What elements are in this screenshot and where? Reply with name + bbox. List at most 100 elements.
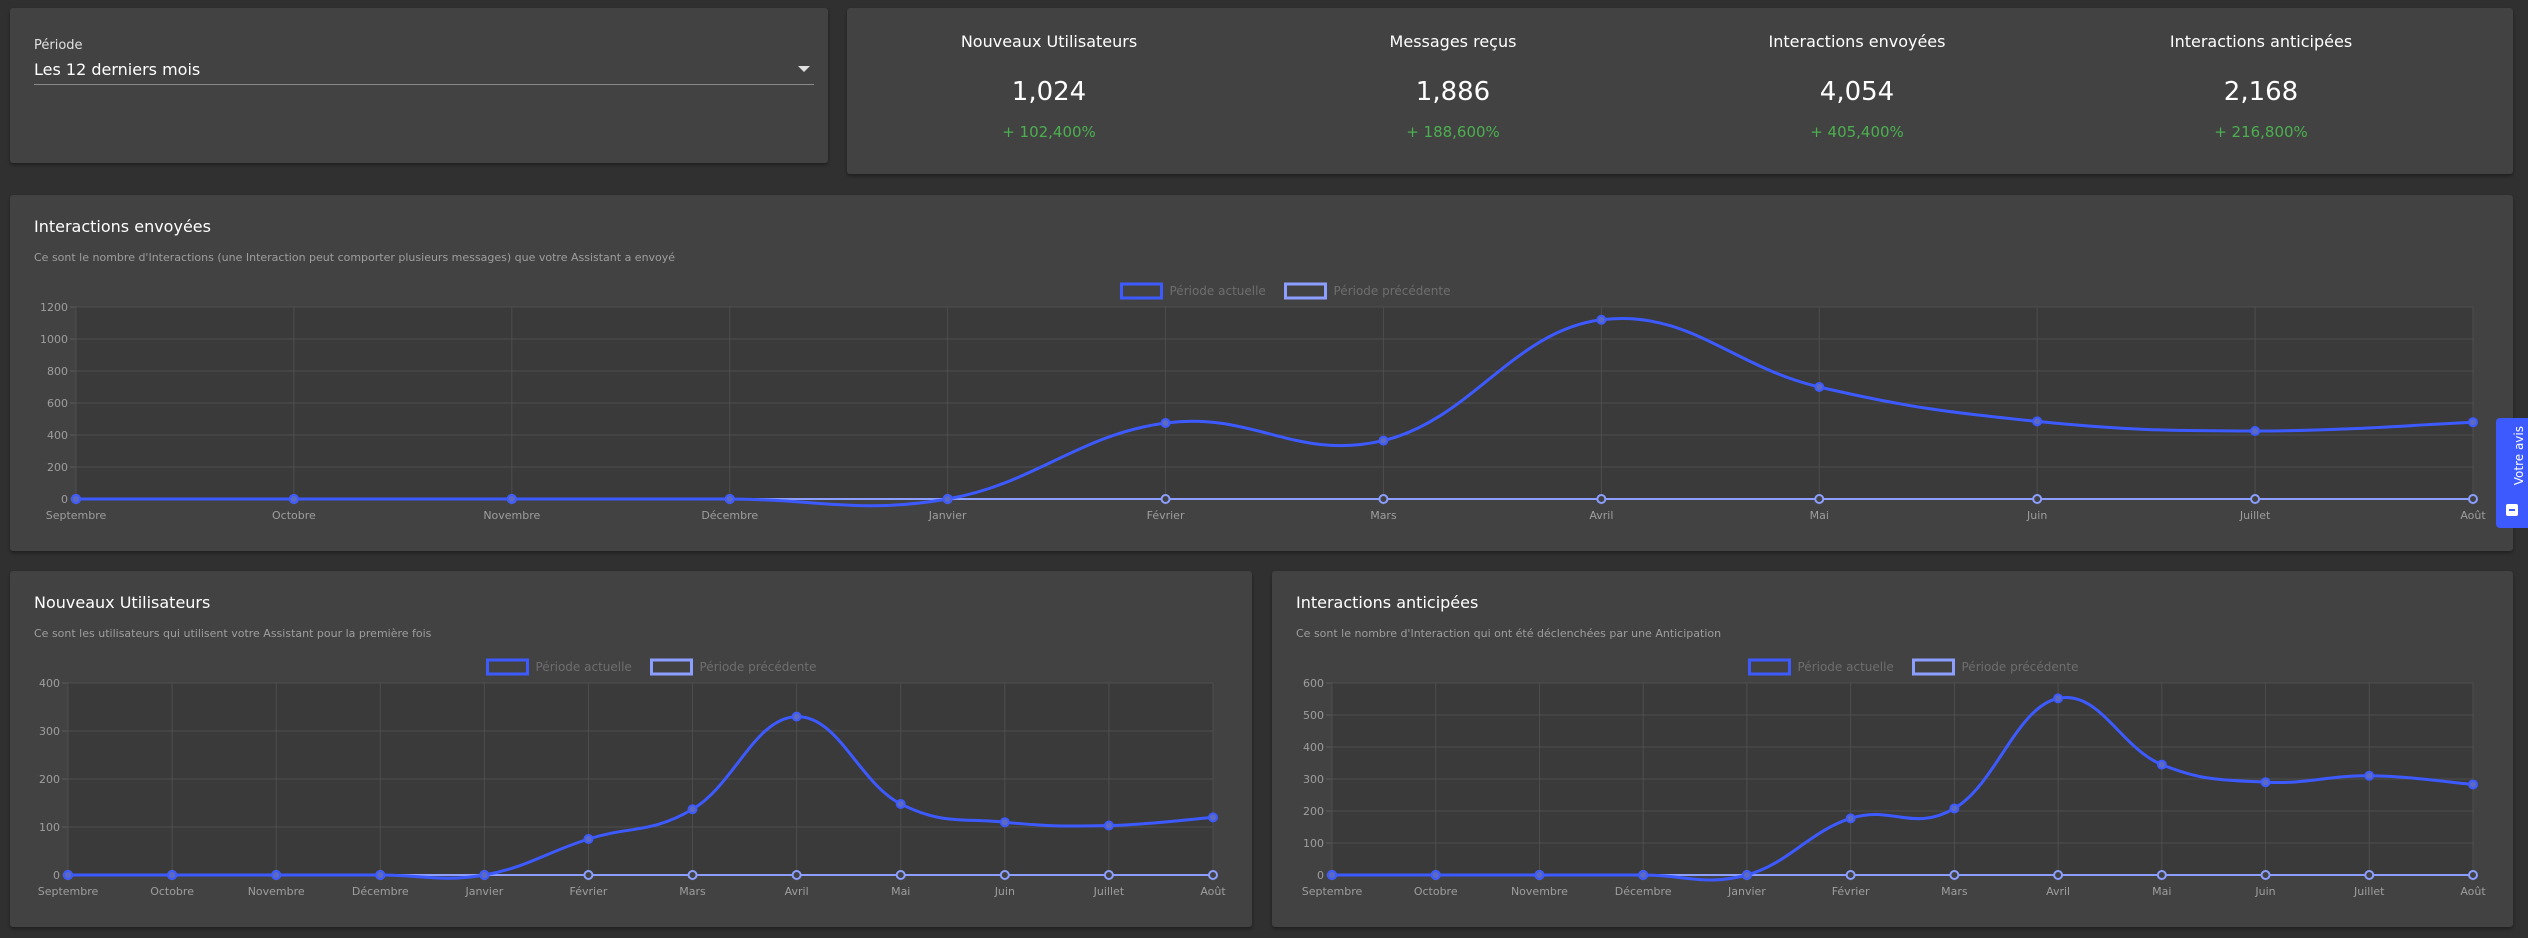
x-tick-label: Février xyxy=(570,885,608,898)
stat-title: Nouveaux Utilisateurs xyxy=(960,32,1138,51)
data-point-current xyxy=(167,870,178,880)
legend-label: Période précédente xyxy=(1962,660,2079,674)
legend-label: Période actuelle xyxy=(1798,660,1894,674)
y-tick-label: 100 xyxy=(1303,837,1324,850)
data-point-previous xyxy=(583,870,594,880)
data-point-previous xyxy=(1103,870,1114,880)
y-tick-label: 0 xyxy=(53,869,60,882)
data-point-current xyxy=(2032,416,2043,427)
data-point-previous xyxy=(791,870,802,880)
data-point-current xyxy=(506,494,517,504)
x-tick-label: Avril xyxy=(2046,885,2070,898)
legend-swatch-previous xyxy=(650,658,693,676)
period-label: Période xyxy=(34,38,83,53)
y-tick-label: 300 xyxy=(39,725,60,738)
y-tick-label: 0 xyxy=(1317,869,1324,882)
data-point-current xyxy=(2468,417,2478,428)
data-point-current xyxy=(479,870,490,880)
series-line-current xyxy=(75,317,2474,508)
x-tick-label: Décembre xyxy=(701,509,758,522)
legend-label: Période actuelle xyxy=(1170,284,1266,298)
data-point-current xyxy=(1741,870,1752,880)
chart-interactions: 0 200 400 600 800 1000 1200 Septembre Octobre Nov… xyxy=(40,282,2486,522)
stat-change: + 216,800% xyxy=(2214,123,2308,141)
x-tick-label: Décembre xyxy=(1615,885,1672,898)
y-tick-label: 600 xyxy=(47,397,68,410)
feedback-tab[interactable]: Votre avis xyxy=(2496,418,2528,528)
x-tick-label: Octobre xyxy=(150,885,194,898)
y-tick-label: 600 xyxy=(1303,677,1324,690)
period-card: Période Les 12 derniers mois xyxy=(10,8,828,163)
stat-change: + 102,400% xyxy=(1002,123,1096,141)
data-point-current xyxy=(63,870,73,880)
y-tick-label: 1200 xyxy=(40,301,68,314)
x-tick-label: Juillet xyxy=(2353,885,2385,898)
chart-title: Nouveaux Utilisateurs xyxy=(34,593,211,612)
data-point-previous xyxy=(1949,870,1960,880)
chart-title: Interactions envoyées xyxy=(34,217,211,236)
x-tick-label: Août xyxy=(2460,885,2486,898)
period-select[interactable]: Les 12 derniers mois xyxy=(34,56,814,85)
stat-title: Messages reçus xyxy=(1389,32,1517,51)
x-tick-label: Mars xyxy=(679,885,706,898)
stat-interactions-anticipated: Interactions anticipées 2,168 + 216,800% xyxy=(2059,8,2463,141)
x-tick-label: Juin xyxy=(2254,885,2275,898)
data-point-current xyxy=(2156,759,2167,770)
chart-card-interactions: Interactions envoyées Ce sont le nombre … xyxy=(10,195,2513,551)
data-point-current xyxy=(687,804,698,815)
data-point-current xyxy=(724,494,735,504)
x-tick-label: Septembre xyxy=(38,885,99,898)
data-point-previous xyxy=(2260,870,2271,880)
data-point-current xyxy=(2364,770,2375,781)
x-tick-label: Septembre xyxy=(46,509,107,522)
data-point-current xyxy=(791,711,802,722)
data-point-current xyxy=(1103,820,1114,831)
data-point-current xyxy=(1430,870,1441,880)
data-point-previous xyxy=(2053,870,2064,880)
y-tick-label: 0 xyxy=(61,493,68,506)
series-line-current xyxy=(67,715,1214,880)
data-point-current xyxy=(2468,779,2478,790)
x-tick-label: Mars xyxy=(1941,885,1968,898)
data-point-current xyxy=(895,798,906,809)
chart-description: Ce sont les utilisateurs qui utilisent v… xyxy=(34,627,432,640)
y-tick-label: 400 xyxy=(47,429,68,442)
data-point-current xyxy=(2053,693,2064,704)
data-point-current xyxy=(1596,314,1607,325)
data-point-current xyxy=(1378,435,1389,446)
data-point-current xyxy=(942,494,953,504)
legend-swatch-current xyxy=(486,658,529,676)
data-point-current xyxy=(1814,382,1825,392)
x-tick-label: Mai xyxy=(1810,509,1829,522)
stat-new-users: Nouveaux Utilisateurs 1,024 + 102,400% xyxy=(847,8,1251,141)
data-point-previous xyxy=(2364,870,2375,880)
data-point-current xyxy=(2250,426,2261,436)
stat-title: Interactions anticipées xyxy=(2169,32,2353,51)
x-tick-label: Août xyxy=(2460,509,2486,522)
legend-swatch-previous xyxy=(1284,282,1327,300)
smiley-icon xyxy=(2506,504,2518,516)
data-point-current xyxy=(71,494,81,504)
data-point-current xyxy=(375,870,386,880)
chart-anticipated: 0 100 200 300 400 500 600 Septembre Octobre Novem… xyxy=(1302,658,2486,898)
legend-swatch-current xyxy=(1120,282,1163,300)
stat-value: 2,168 xyxy=(2223,77,2299,107)
data-point-current xyxy=(1845,813,1856,824)
data-point-previous xyxy=(1814,494,1825,504)
data-point-current xyxy=(271,870,282,880)
data-point-previous xyxy=(999,870,1010,880)
data-point-current xyxy=(999,817,1010,828)
data-point-current xyxy=(1949,803,1960,814)
y-tick-label: 1000 xyxy=(40,333,68,346)
x-tick-label: Avril xyxy=(785,885,809,898)
x-tick-label: Février xyxy=(1832,885,1870,898)
data-point-current xyxy=(1638,870,1649,880)
caret-down-icon[interactable] xyxy=(798,66,810,72)
data-point-previous xyxy=(2468,870,2478,880)
y-tick-label: 200 xyxy=(39,773,60,786)
x-tick-label: Mars xyxy=(1370,509,1397,522)
chart-description: Ce sont le nombre d'Interaction qui ont … xyxy=(1296,627,1722,640)
x-tick-label: Mai xyxy=(2152,885,2171,898)
data-point-current xyxy=(583,834,594,844)
data-point-previous xyxy=(2156,870,2167,880)
